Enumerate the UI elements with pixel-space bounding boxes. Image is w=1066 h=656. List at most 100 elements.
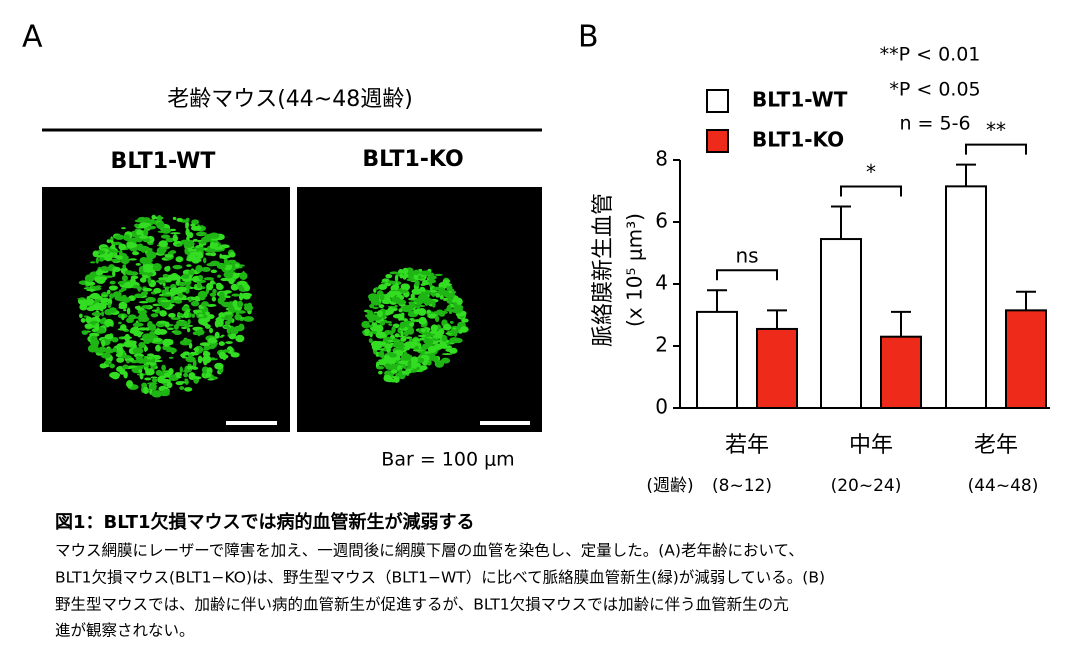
stain-speck bbox=[188, 286, 195, 289]
stain-speck bbox=[95, 257, 99, 264]
stain-speck bbox=[394, 291, 402, 296]
stain-speck bbox=[118, 321, 122, 325]
stain-speck bbox=[198, 294, 207, 297]
stain-speck bbox=[142, 287, 153, 292]
caption-line: マウス網膜にレーザーで障害を加え、一週間後に網膜下層の血管を染色し、定量した。(… bbox=[55, 542, 804, 560]
stain-speck bbox=[212, 288, 217, 294]
stain-speck bbox=[101, 339, 106, 347]
stain-speck bbox=[412, 338, 421, 342]
stain-speck bbox=[194, 346, 199, 353]
stain-speck bbox=[413, 308, 424, 313]
stain-speck bbox=[443, 323, 452, 331]
significance-bracket bbox=[965, 143, 1027, 155]
stain-speck bbox=[109, 293, 115, 299]
stain-speck bbox=[388, 323, 393, 326]
stain-speck bbox=[369, 303, 375, 309]
stain-speck bbox=[142, 247, 153, 252]
stain-speck bbox=[151, 309, 159, 312]
stain-speck bbox=[104, 318, 114, 327]
stain-speck bbox=[126, 360, 130, 364]
stain-speck bbox=[128, 258, 137, 261]
stain-speck bbox=[182, 338, 192, 344]
stain-speck bbox=[417, 304, 426, 308]
stain-speck bbox=[444, 279, 449, 285]
stain-speck bbox=[375, 331, 387, 339]
stain-speck bbox=[400, 353, 412, 361]
stain-speck bbox=[170, 232, 181, 235]
stain-speck bbox=[136, 243, 144, 252]
stain-speck bbox=[118, 347, 124, 355]
stain-speck bbox=[125, 317, 134, 324]
stain-speck bbox=[162, 273, 169, 278]
stain-speck bbox=[163, 286, 172, 289]
x-sublabel: (8~12) bbox=[712, 476, 772, 496]
stain-speck bbox=[138, 316, 150, 323]
stain-speck bbox=[179, 283, 184, 287]
stain-speck bbox=[186, 327, 191, 333]
stain-speck bbox=[191, 313, 195, 318]
stain-speck bbox=[391, 369, 398, 374]
stain-speck bbox=[413, 319, 424, 323]
stain-speck bbox=[114, 294, 122, 301]
stain-speck bbox=[174, 299, 183, 304]
stain-speck bbox=[112, 269, 116, 278]
stain-speck bbox=[145, 362, 155, 365]
stain-speck bbox=[243, 316, 255, 322]
stain-speck bbox=[430, 292, 434, 296]
stain-speck bbox=[443, 308, 455, 312]
stain-speck bbox=[124, 333, 131, 342]
panel-label: B bbox=[578, 20, 599, 55]
stain-speck bbox=[166, 350, 177, 353]
stain-speck bbox=[243, 284, 251, 292]
stain-speck bbox=[373, 311, 378, 314]
stain-speck bbox=[185, 225, 189, 229]
stain-speck bbox=[90, 325, 99, 328]
stain-speck bbox=[386, 291, 396, 298]
stain-speck bbox=[131, 237, 137, 242]
stain-speck bbox=[133, 323, 138, 328]
stain-speck bbox=[399, 289, 409, 293]
stain-speck bbox=[92, 303, 101, 311]
stain-speck bbox=[437, 342, 448, 349]
stain-speck bbox=[420, 328, 426, 333]
stain-speck bbox=[86, 289, 97, 292]
stain-speck bbox=[197, 355, 203, 364]
x-sublabel-title: (週齢) bbox=[646, 476, 693, 496]
stain-speck bbox=[85, 316, 92, 324]
stain-speck bbox=[439, 294, 444, 300]
stain-speck bbox=[387, 307, 395, 315]
stain-speck bbox=[205, 252, 214, 256]
stain-speck bbox=[214, 319, 220, 328]
stain-speck bbox=[137, 327, 148, 331]
stain-speck bbox=[114, 234, 125, 240]
stain-speck bbox=[162, 294, 172, 297]
stain-speck bbox=[385, 297, 392, 303]
x-sublabel: (44~48) bbox=[968, 476, 1039, 496]
legend-label: BLT1-WT bbox=[752, 88, 848, 112]
stain-speck bbox=[145, 337, 154, 342]
stain-speck bbox=[160, 234, 171, 239]
stain-speck bbox=[83, 299, 94, 306]
panel-title: 老齢マウス(44~48週齢) bbox=[167, 87, 413, 112]
legend-label: BLT1-KO bbox=[752, 128, 844, 152]
stain-speck bbox=[197, 246, 205, 251]
stain-speck bbox=[394, 274, 399, 283]
stain-speck bbox=[401, 370, 410, 375]
stain-speck bbox=[375, 351, 380, 357]
stain-speck bbox=[135, 262, 141, 266]
stain-speck bbox=[120, 354, 132, 359]
stain-speck bbox=[138, 222, 150, 229]
stain-speck bbox=[109, 371, 121, 379]
stain-speck bbox=[177, 292, 184, 299]
stain-speck bbox=[429, 281, 433, 288]
stain-speck bbox=[188, 372, 196, 381]
stain-speck bbox=[213, 246, 224, 250]
stain-speck bbox=[179, 366, 184, 374]
stain-speck bbox=[77, 297, 85, 300]
y-tick-label: 6 bbox=[655, 209, 668, 233]
stain-speck bbox=[198, 313, 204, 318]
stain-speck bbox=[400, 283, 410, 290]
stain-speck bbox=[430, 324, 438, 333]
stain-speck bbox=[100, 364, 110, 368]
group-label: BLT1-WT bbox=[111, 149, 216, 174]
